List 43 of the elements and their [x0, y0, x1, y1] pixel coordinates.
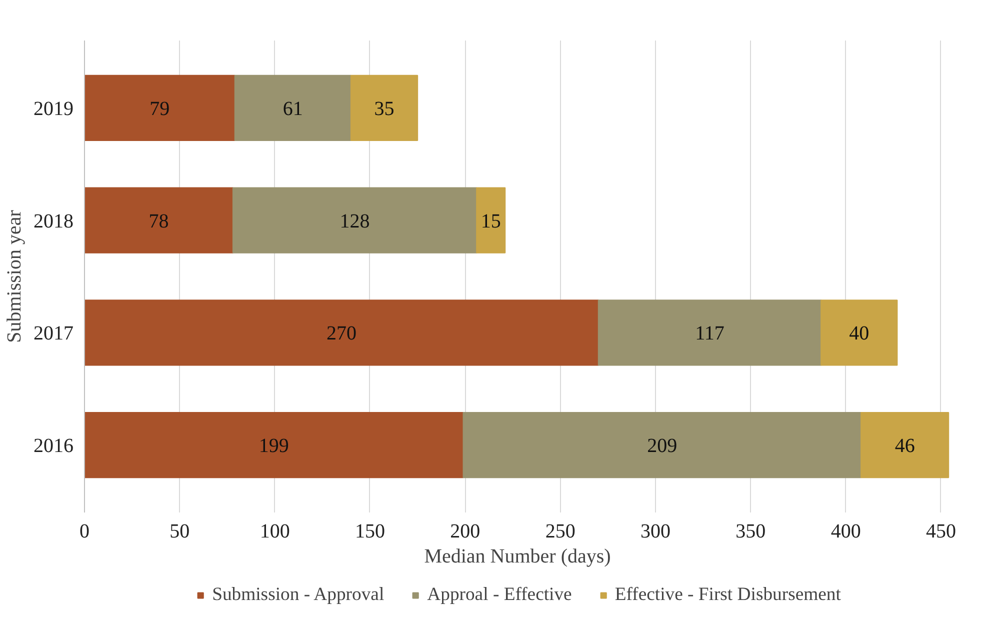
- data-label: 270: [326, 322, 356, 345]
- bar: [598, 300, 822, 366]
- bar: [84, 412, 464, 478]
- bar: [462, 412, 862, 478]
- data-label: 209: [647, 435, 678, 458]
- bar: [234, 74, 352, 142]
- bar: [84, 187, 234, 254]
- data-label: 78: [148, 210, 169, 232]
- bar: [350, 74, 418, 142]
- data-label: 128: [340, 210, 370, 232]
- x-tick-label: 350: [736, 520, 766, 542]
- data-label: 61: [282, 98, 303, 120]
- x-tick-label: 400: [830, 520, 861, 542]
- data-label: 40: [849, 322, 870, 345]
- x-tick-label: 150: [354, 520, 385, 542]
- y-tick-label: 2018: [34, 210, 74, 232]
- x-tick-label: 100: [260, 520, 290, 542]
- legend-label: Effective - First Disbursement: [614, 584, 841, 606]
- bar: [84, 300, 599, 366]
- y-axis-title: Submission year: [4, 210, 26, 343]
- y-tick-label: 2019: [34, 98, 74, 120]
- data-label: 15: [480, 210, 501, 232]
- x-tick-label: 50: [170, 520, 190, 542]
- x-tick-label: 0: [80, 520, 90, 542]
- legend-label: Submission - Approval: [212, 584, 384, 606]
- data-label: 117: [695, 322, 724, 345]
- bar: [820, 300, 898, 366]
- x-tick-label: 300: [640, 520, 670, 542]
- y-tick-label: 2016: [34, 435, 74, 458]
- bar: [860, 412, 950, 478]
- data-label: 79: [150, 98, 170, 120]
- x-tick-label: 450: [926, 520, 956, 542]
- data-label: 35: [374, 98, 394, 120]
- legend-label: Approal - Effective: [427, 584, 572, 606]
- bar: [84, 74, 236, 142]
- x-tick-label: 250: [545, 520, 576, 542]
- bar: [232, 187, 478, 254]
- x-axis-title: Median Number (days): [424, 546, 611, 568]
- x-tick-label: 200: [450, 520, 480, 542]
- data-label: 46: [894, 435, 915, 458]
- y-tick-label: 2017: [34, 322, 74, 345]
- data-label: 199: [258, 435, 289, 458]
- bar: [476, 187, 506, 254]
